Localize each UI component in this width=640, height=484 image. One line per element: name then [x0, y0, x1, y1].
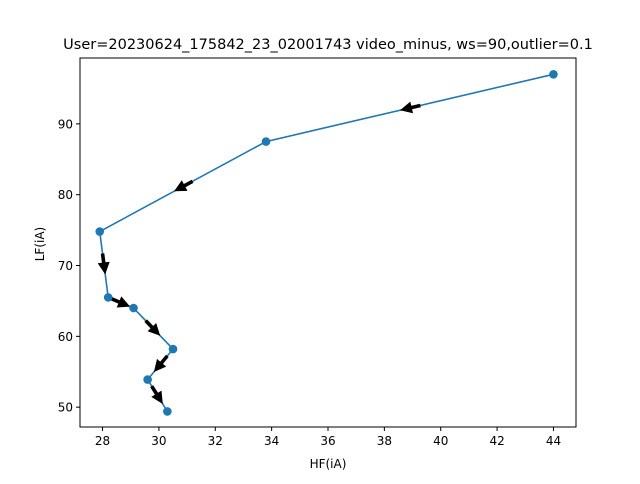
y-tick-label: 70 [58, 259, 73, 273]
data-point [143, 375, 152, 384]
plot-area: 28 30 32 34 36 38 40 42 44 50 60 70 80 90 [58, 57, 577, 448]
y-tick-label: 90 [58, 117, 73, 131]
x-tick-label: 40 [433, 434, 448, 448]
y-tick-label: 80 [58, 188, 73, 202]
x-axis-label: HF(iA) [310, 457, 347, 471]
x-tick-label: 30 [151, 434, 166, 448]
y-axis-label: LF(iA) [33, 227, 47, 262]
data-point [95, 227, 105, 236]
data-point [549, 69, 558, 79]
x-tick-label: 28 [95, 434, 110, 448]
x-tick-label: 32 [208, 434, 223, 448]
direction-arrow [400, 101, 421, 114]
y-tick-label: 60 [58, 330, 73, 344]
data-point [129, 303, 138, 313]
data-point [163, 407, 172, 416]
y-tick-label: 50 [58, 401, 73, 415]
data-point [168, 344, 178, 354]
data-point [261, 137, 271, 146]
direction-arrow [153, 354, 169, 372]
data-point [103, 293, 113, 302]
direction-arrow [174, 179, 194, 192]
x-tick-label: 42 [489, 434, 504, 448]
direction-arrow [150, 385, 163, 404]
direction-arrow [144, 319, 161, 336]
x-tick-label: 34 [264, 434, 279, 448]
x-tick-label: 36 [320, 434, 335, 448]
x-tick-label: 38 [377, 434, 392, 448]
chart-title: User=20230624_175842_23_02001743 video_m… [63, 37, 593, 53]
direction-arrow [97, 253, 110, 275]
direction-arrow [110, 296, 131, 308]
x-tick-label: 44 [546, 434, 561, 448]
